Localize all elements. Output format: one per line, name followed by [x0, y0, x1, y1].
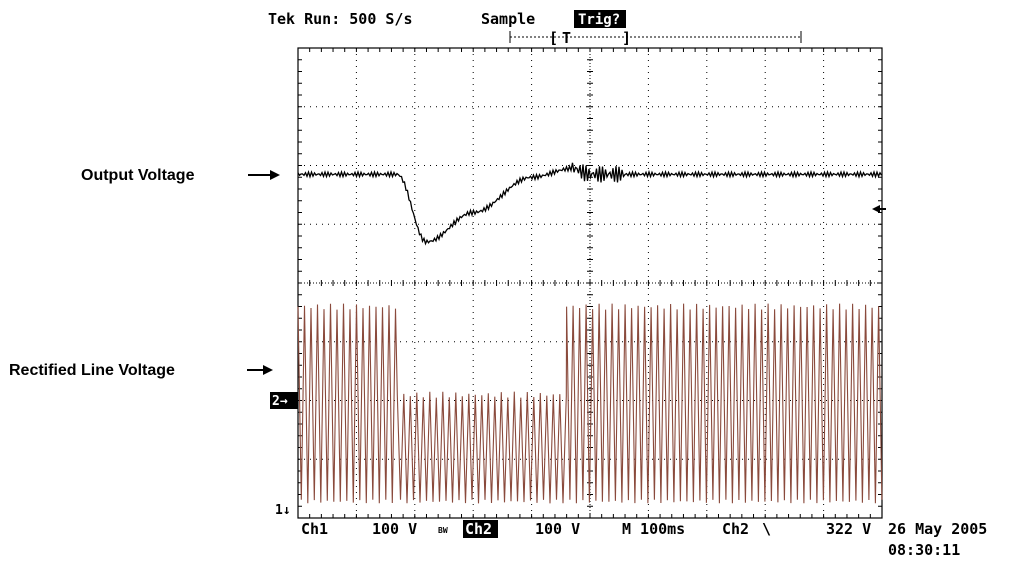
trigger-status: Trig?: [578, 12, 620, 28]
ch2-ground-marker: 2→: [272, 394, 288, 409]
date: 26 May 2005: [888, 520, 987, 538]
ch2-scale: 100 V: [535, 520, 580, 538]
acquisition-mode: Sample: [481, 10, 535, 28]
annotation-output-voltage: Output Voltage: [81, 167, 195, 184]
annotation-rectified-line-voltage: Rectified Line Voltage: [9, 362, 175, 379]
ch2-ground-marker-bg: [270, 392, 298, 409]
trigger-level: 322 V: [826, 520, 871, 538]
trigger-status-badge: [574, 10, 626, 28]
ch1-scale: 100 V: [372, 520, 417, 538]
ch2-label-badge: [463, 520, 498, 538]
acquisition-status: Tek Run: 500 S/s: [268, 10, 413, 28]
record-bracket-left: [: [549, 29, 558, 47]
record-bracket-right: ]: [622, 29, 631, 47]
trigger-source: Ch2: [722, 520, 749, 538]
trigger-position-marker: T: [562, 29, 571, 47]
timebase: M 100ms: [622, 520, 685, 538]
record-position-bar: [ T ]: [509, 29, 802, 47]
arrow-icon: [248, 170, 280, 180]
bandwidth-limit-label: BW: [438, 526, 448, 535]
rectified-line-voltage-trace: [297, 303, 883, 504]
output-voltage-trace: [297, 162, 883, 246]
ch1-label: Ch1: [301, 520, 328, 538]
arrow-icon: [247, 365, 273, 375]
trigger-level-arrow: [872, 205, 880, 213]
time: 08:30:11: [888, 541, 960, 559]
ch1-ground-marker: 1↓: [275, 503, 291, 518]
rectified-line-voltage-line: [297, 303, 883, 504]
trigger-slope-icon: \: [762, 520, 771, 538]
ch2-label: Ch2: [465, 520, 492, 538]
